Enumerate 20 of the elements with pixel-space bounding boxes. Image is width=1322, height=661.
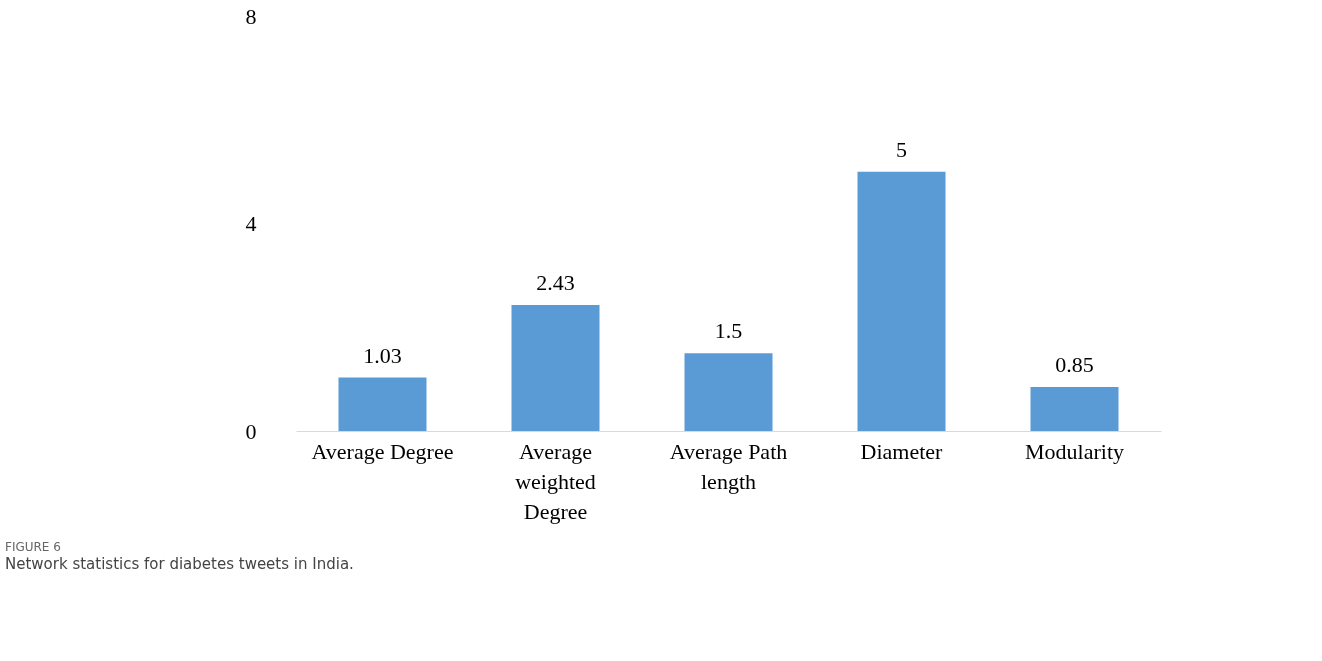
x-tick-label: Average weighted Degree <box>515 438 596 524</box>
y-tick-label: 8 <box>245 3 257 29</box>
x-tick-label: Average Path length <box>669 438 788 494</box>
data-label: 1.5 <box>714 318 743 344</box>
bar <box>338 377 427 431</box>
x-tick-label: Average Degree <box>311 438 454 464</box>
caption: FIGURE 6 <box>5 540 61 554</box>
data-label: 2.43 <box>536 269 575 295</box>
bar <box>684 353 773 431</box>
text: Network statistics for diabetes tweets in India. <box>5 555 354 573</box>
x-tick-label: Diameter <box>860 438 944 464</box>
data-label: 1.03 <box>363 342 402 368</box>
y-tick-label: 0 <box>245 418 257 444</box>
x-tick-label: Modularity <box>1025 438 1124 464</box>
bar <box>857 171 946 431</box>
data-label: 5 <box>896 136 907 162</box>
bar <box>511 304 600 431</box>
bar <box>1030 386 1119 431</box>
y-tick-label: 4 <box>245 211 257 236</box>
data-label: 0.85 <box>1055 351 1094 377</box>
